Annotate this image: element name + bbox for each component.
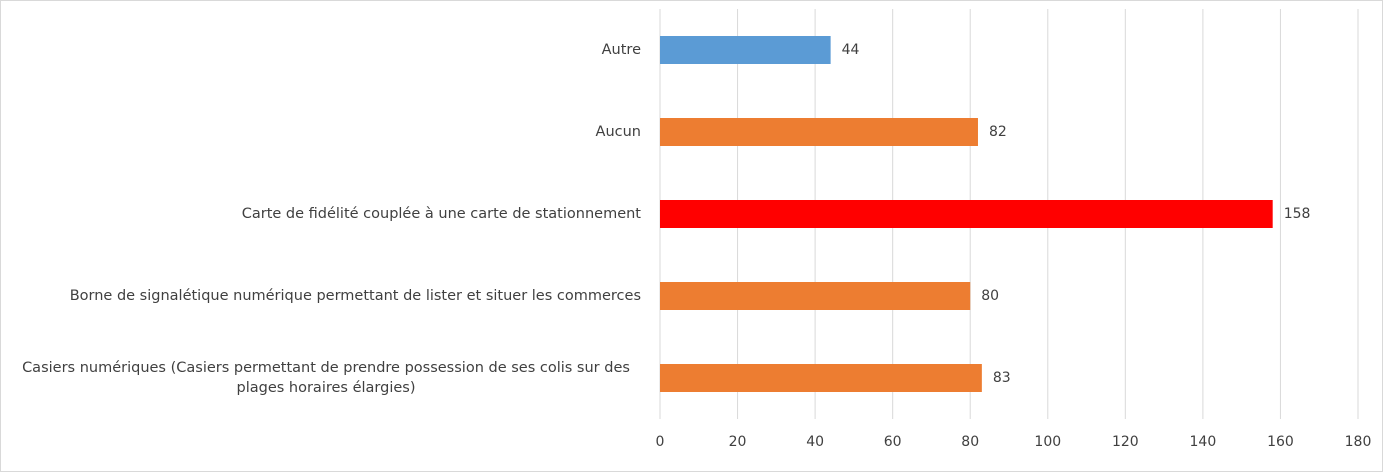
x-tick-label: 140 bbox=[1190, 434, 1217, 450]
value-label: 83 bbox=[993, 370, 1011, 386]
category-label-box: Autre bbox=[1, 40, 641, 60]
category-label-box: Borne de signalétique numérique permetta… bbox=[1, 286, 641, 306]
category-label-box: Casiers numériques (Casiers permettant d… bbox=[1, 358, 641, 398]
value-label: 158 bbox=[1284, 206, 1311, 222]
y-tick-label: Casiers numériques (Casiers permettant d… bbox=[22, 360, 630, 396]
x-tick-label: 0 bbox=[656, 434, 665, 450]
x-tick-label: 20 bbox=[729, 434, 747, 450]
value-label: 44 bbox=[842, 42, 860, 58]
y-tick-label: Borne de signalétique numérique permetta… bbox=[69, 288, 641, 304]
y-tick-label: Aucun bbox=[595, 124, 641, 140]
x-tick-label: 120 bbox=[1112, 434, 1139, 450]
bar bbox=[660, 364, 982, 392]
x-tick-label: 40 bbox=[806, 434, 824, 450]
x-tick-label: 100 bbox=[1034, 434, 1061, 450]
x-tick-label: 160 bbox=[1267, 434, 1294, 450]
category-label-box: Aucun bbox=[1, 122, 641, 142]
y-tick-label: Carte de fidélité couplée à une carte de… bbox=[241, 206, 641, 222]
y-tick-label: Autre bbox=[601, 42, 641, 58]
x-tick-label: 80 bbox=[961, 434, 979, 450]
bar bbox=[660, 200, 1273, 228]
bar bbox=[660, 36, 831, 64]
value-label: 82 bbox=[989, 124, 1007, 140]
bar bbox=[660, 118, 978, 146]
x-tick-label: 180 bbox=[1345, 434, 1372, 450]
value-label: 80 bbox=[981, 288, 999, 304]
category-label-box: Carte de fidélité couplée à une carte de… bbox=[1, 204, 641, 224]
x-tick-label: 60 bbox=[884, 434, 902, 450]
bar bbox=[660, 282, 971, 310]
